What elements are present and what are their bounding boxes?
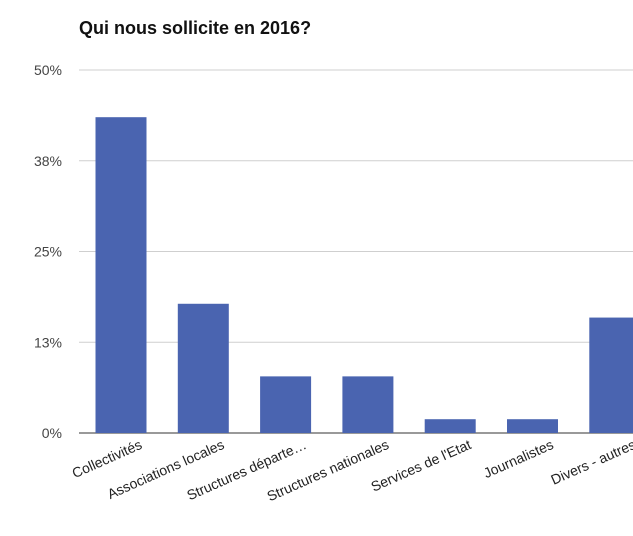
bar [342, 376, 394, 433]
y-tick-label: 50% [34, 62, 62, 78]
bar [95, 117, 147, 433]
bars [95, 117, 633, 433]
bar [507, 419, 558, 433]
x-category-label: Divers - autres [548, 436, 633, 488]
y-tick-label: 13% [34, 334, 62, 350]
bar [589, 317, 633, 433]
chart-title: Qui nous sollicite en 2016? [79, 18, 312, 38]
y-tick-label: 25% [34, 244, 62, 260]
y-tick-label: 0% [42, 425, 62, 441]
y-axis-ticks: 0% 13% 25% 38% 50% [34, 62, 62, 441]
bar [177, 303, 229, 433]
x-category-label: Journalistes [481, 436, 556, 481]
y-tick-label: 38% [34, 153, 62, 169]
bar [260, 376, 312, 433]
bar [424, 419, 476, 433]
